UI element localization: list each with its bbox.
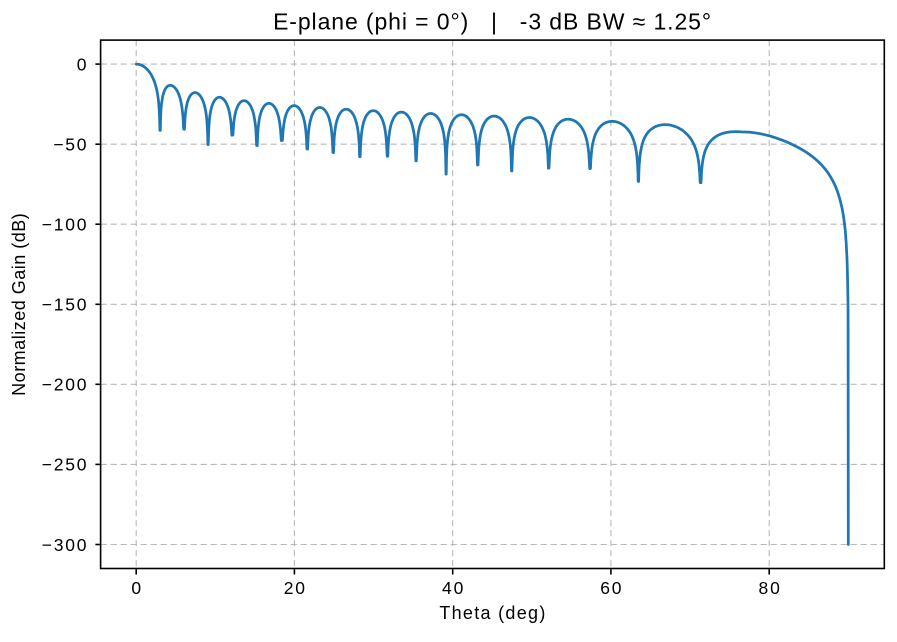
svg-text:−150: −150 xyxy=(42,295,89,315)
svg-text:60: 60 xyxy=(600,578,623,598)
svg-text:−250: −250 xyxy=(42,455,89,475)
svg-text:−200: −200 xyxy=(42,375,89,395)
svg-text:0: 0 xyxy=(131,578,143,598)
svg-text:40: 40 xyxy=(442,578,465,598)
svg-text:80: 80 xyxy=(759,578,782,598)
svg-text:Theta (deg): Theta (deg) xyxy=(439,603,546,623)
svg-text:20: 20 xyxy=(284,578,307,598)
svg-text:−300: −300 xyxy=(42,535,89,555)
svg-text:E-plane (phi = 0°) | -3 dB: E-plane (phi = 0°) | -3 dB BW ≈ 1.25° xyxy=(273,8,712,34)
svg-text:Normalized Gain (dB): Normalized Gain (dB) xyxy=(9,213,29,396)
svg-text:−50: −50 xyxy=(53,135,88,155)
svg-text:−100: −100 xyxy=(42,215,89,235)
svg-text:0: 0 xyxy=(77,54,89,74)
